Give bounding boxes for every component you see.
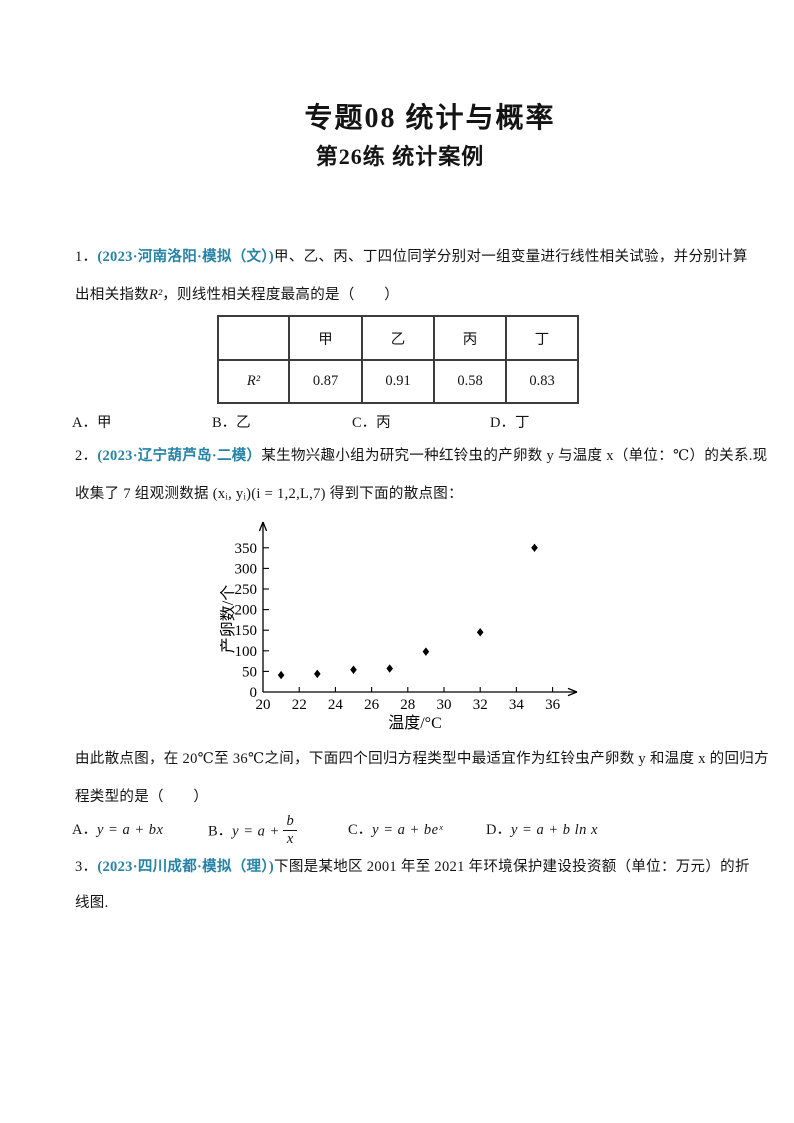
- q1-line1: 1．(2023·河南洛阳·模拟（文）)甲、乙、丙、丁四位同学分别对一组变量进行线…: [75, 248, 748, 267]
- svg-text:200: 200: [235, 603, 258, 619]
- svg-text:100: 100: [235, 644, 258, 660]
- svg-text:26: 26: [364, 697, 380, 713]
- formula-linear: y = a + bx: [96, 822, 164, 838]
- q1-source: (2023·河南洛阳·模拟（文）): [97, 249, 275, 265]
- q2-number: 2．: [75, 448, 98, 464]
- table-cell: 0.83: [505, 359, 579, 404]
- table-header-jia: 甲: [288, 315, 363, 361]
- q2-option-c: C．y = a + beˣ: [348, 822, 444, 838]
- page-title: 专题08 统计与概率: [304, 103, 556, 134]
- svg-text:50: 50: [242, 664, 257, 680]
- q3-number: 3．: [75, 859, 98, 875]
- svg-text:22: 22: [292, 697, 307, 713]
- fraction-numerator: b: [283, 814, 298, 831]
- table-cell: 0.87: [288, 359, 363, 404]
- table-header-row: 甲 乙 丙 丁: [217, 315, 579, 361]
- formula-logarithmic: y = a + b ln x: [510, 822, 598, 838]
- svg-text:300: 300: [235, 561, 258, 577]
- svg-text:24: 24: [328, 697, 344, 713]
- svg-text:温度/°C: 温度/°C: [388, 714, 442, 732]
- q3-source: (2023·四川成都·模拟（理）): [97, 859, 275, 875]
- q1-option-c: C．丙: [352, 415, 391, 431]
- q1-text1: 甲、乙、丙、丁四位同学分别对一组变量进行线性相关试验，并分别计算: [274, 249, 748, 265]
- formula-reciprocal-prefix: y = a +: [232, 823, 280, 840]
- q1-option-b: B．乙: [212, 415, 251, 431]
- table-header-yi: 乙: [361, 315, 435, 361]
- q1-line2: 出相关指数R²，则线性相关程度最高的是（ ）: [75, 286, 399, 305]
- svg-text:250: 250: [235, 582, 258, 598]
- q1-option-d: D．丁: [490, 415, 530, 431]
- svg-text:350: 350: [235, 541, 258, 557]
- q2-text2: 收集了 7 组观测数据 (xᵢ, yᵢ)(i = 1,2,L,7) 得到下面的散…: [75, 486, 463, 502]
- q1-text2-post: ，则线性相关程度最高的是（ ）: [162, 287, 400, 303]
- q1-r-squared: R²: [149, 287, 163, 303]
- table-header-ding: 丁: [505, 315, 579, 361]
- table-row-label: R²: [217, 359, 290, 404]
- table-cell: 0.58: [433, 359, 507, 404]
- q2-text1: 某生物兴趣小组为研究一种红铃虫的产卵数 y 与温度 x（单位：℃）的关系.现: [261, 448, 768, 464]
- q1-number: 1．: [75, 249, 98, 265]
- q2-after-line2: 程类型的是（ ）: [75, 789, 209, 805]
- q1-text2-pre: 出相关指数: [75, 287, 149, 303]
- svg-text:34: 34: [509, 697, 525, 713]
- q2-line2: 收集了 7 组观测数据 (xᵢ, yᵢ)(i = 1,2,L,7) 得到下面的散…: [75, 485, 463, 504]
- table-header-empty: [217, 315, 290, 361]
- q3-line2: 线图.: [75, 894, 109, 913]
- q2-after-line1: 由此散点图，在 20℃至 36℃之间，下面四个回归方程类型中最适宜作为红铃虫产卵…: [75, 751, 769, 767]
- table-value-row: R² 0.87 0.91 0.58 0.83: [217, 359, 579, 404]
- table-header-bing: 丙: [433, 315, 507, 361]
- r-squared-table: 甲 乙 丙 丁 R² 0.87 0.91 0.58 0.83: [217, 315, 579, 404]
- q3-line1: 3．(2023·四川成都·模拟（理）)下图是某地区 2001 年至 2021 年…: [75, 858, 750, 877]
- fraction-denominator: x: [286, 830, 294, 847]
- svg-text:32: 32: [473, 697, 488, 713]
- svg-text:20: 20: [256, 697, 271, 713]
- q3-text1: 下图是某地区 2001 年至 2021 年环境保护建设投资额（单位：万元）的折: [274, 859, 750, 875]
- svg-text:30: 30: [437, 697, 452, 713]
- table-cell: 0.91: [361, 359, 435, 404]
- formula-exponential: y = a + beˣ: [372, 822, 444, 838]
- svg-text:28: 28: [400, 697, 415, 713]
- scatter-plot: 20 22 24 26 28 30 32 34 36 0 50 100 150 200 250 300 350 温…: [220, 521, 578, 732]
- svg-text:36: 36: [545, 697, 561, 713]
- q2-option-a: A．y = a + bx: [72, 822, 164, 838]
- q1-option-a: A．甲: [72, 415, 112, 431]
- q2-source: (2023·辽宁葫芦岛·二模）: [97, 448, 262, 464]
- q2-option-d: D．y = a + b ln x: [486, 822, 598, 838]
- svg-text:产卵数/个: 产卵数/个: [220, 585, 237, 653]
- q2-line1: 2．(2023·辽宁葫芦岛·二模）某生物兴趣小组为研究一种红铃虫的产卵数 y 与…: [75, 447, 767, 466]
- page-subtitle: 第26练 统计案例: [315, 144, 485, 169]
- svg-text:150: 150: [235, 623, 258, 639]
- q3-text2: 线图.: [75, 895, 109, 911]
- svg-text:0: 0: [250, 685, 258, 701]
